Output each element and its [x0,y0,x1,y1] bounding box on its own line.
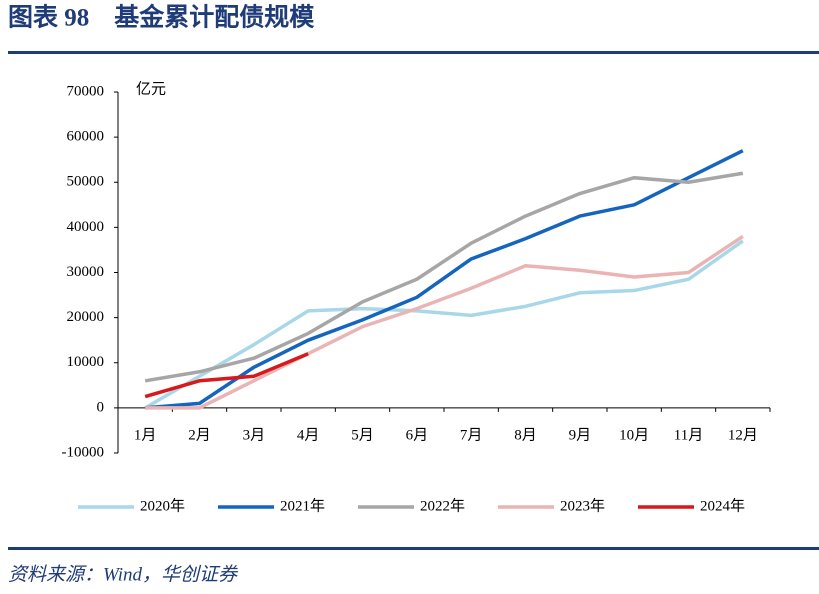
x-tick-label: 1月 [134,427,157,443]
source: 资料来源：Wind，华创证券 [8,563,239,585]
y-unit: 亿元 [136,80,166,97]
legend-label: 2022年 [420,497,465,514]
y-tick-label: 60000 [67,129,105,145]
y-tick-label: 10000 [67,354,105,370]
chart-title: 图表 98 基金累计配债规模 [8,3,315,32]
y-tick-label: 0 [97,399,105,415]
legend-label: 2021年 [280,497,325,514]
x-tick-label: 9月 [569,427,592,443]
y-tick-label: 50000 [67,174,105,190]
x-tick-label: 4月 [297,427,320,443]
x-tick-label: 12月 [728,427,758,443]
x-tick-label: 8月 [514,427,537,443]
x-tick-label: 3月 [243,427,266,443]
series-line [145,234,744,410]
y-tick-label: 20000 [67,309,105,325]
x-tick-label: 6月 [406,427,429,443]
y-tick-label: 40000 [67,219,105,235]
y-tick-label: 70000 [67,83,105,99]
legend-label: 2024年 [700,497,745,514]
y-tick-label: 30000 [67,264,105,280]
source-rule [8,547,819,550]
legend-label: 2020年 [140,497,185,514]
x-tick-label: 11月 [674,427,703,443]
x-tick-label: 7月 [460,427,483,443]
y-tick-label: -10000 [62,444,105,460]
series-line [145,149,744,410]
title-rule [8,51,819,54]
x-tick-label: 5月 [351,427,374,443]
legend-label: 2023年 [560,497,605,514]
x-tick-label: 2月 [188,427,211,443]
series-line [144,239,744,410]
x-tick-label: 10月 [619,427,649,443]
series-line [144,352,309,399]
series-line [144,171,744,383]
